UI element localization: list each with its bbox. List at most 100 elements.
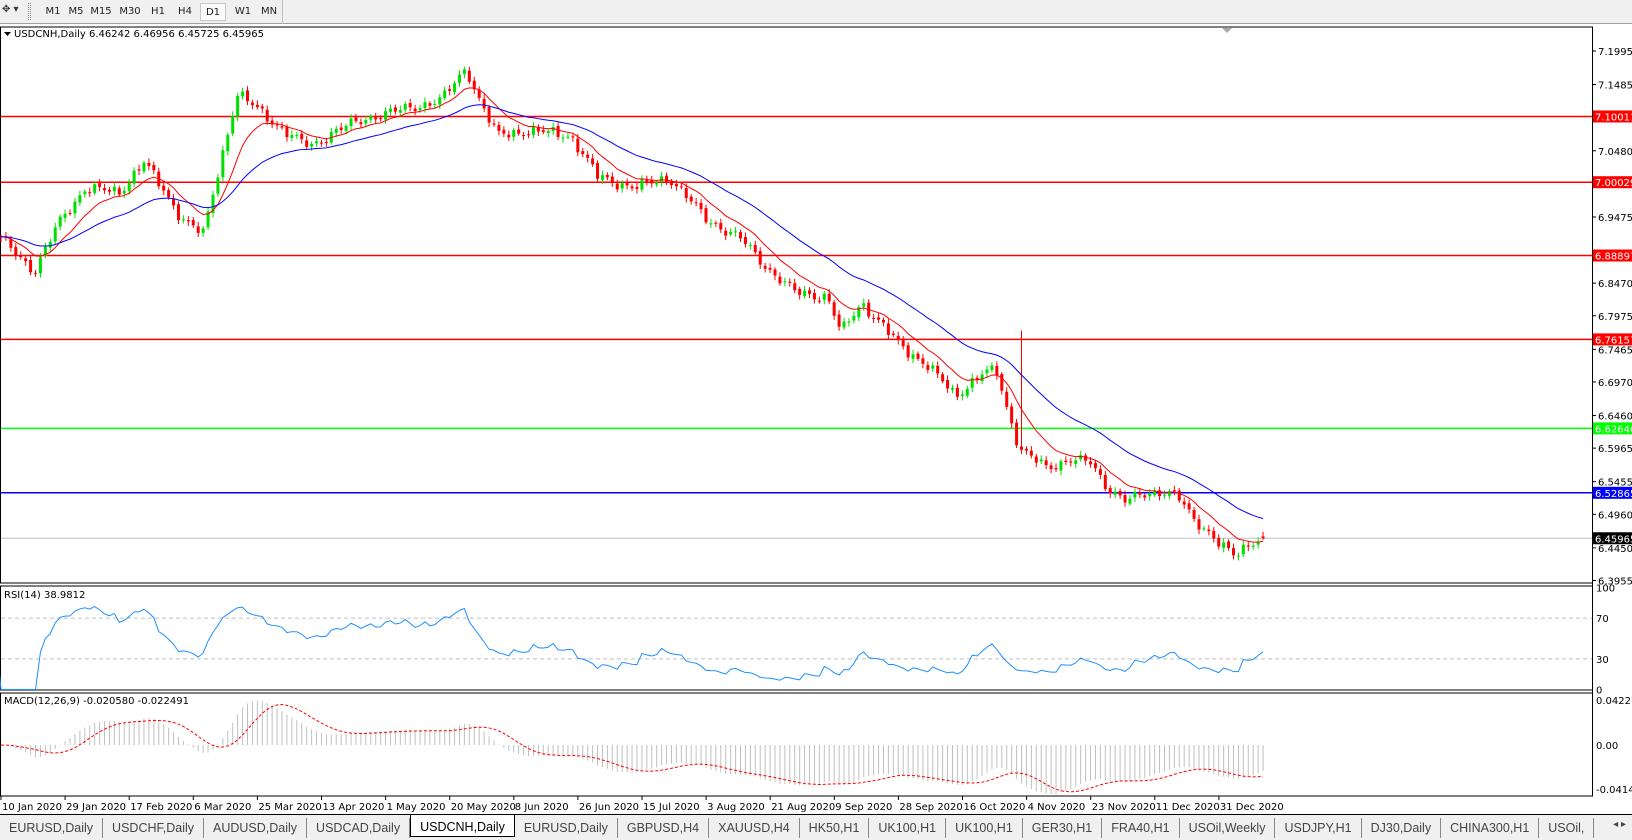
bear-candle [1187,503,1191,510]
chart-tab[interactable]: EURUSD,Daily [515,818,618,838]
bull-candle [748,245,752,247]
timeframe-m30[interactable]: M30 [119,6,141,17]
bull-candle [457,74,461,83]
timeframe-m1[interactable]: M1 [45,6,61,17]
price-axis-label: 6.59650 [1598,444,1632,455]
bull-candle [58,216,62,227]
bear-candle [1177,490,1181,501]
chart-window[interactable]: 7.19950 7.14850 7.04800 6.94750 6.84700 6.797… [0,24,1632,814]
timeframe-h4[interactable]: H4 [178,6,192,17]
bull-candle [960,394,964,396]
bull-candle [73,201,77,214]
level-price-label: 7.10011 [1595,112,1632,123]
date-axis-label: 26 Jun 2020 [579,802,639,813]
chart-tab[interactable]: USOil, [1539,818,1595,838]
bull-candle [226,134,230,152]
bear-candle [275,124,279,126]
bear-candle [354,117,358,121]
bull-candle [290,134,294,138]
bear-candle [448,89,452,91]
toolbar-dropdown-icon[interactable]: ✥ ▾ [2,4,19,15]
chart-tab[interactable]: USDJPY,H1 [1275,818,1362,838]
timeframe-w1[interactable]: W1 [234,6,252,17]
chart-tab[interactable]: XAUUSD,H4 [709,818,800,838]
bear-candle [1182,501,1186,505]
chart-tab[interactable]: CHINA300,H1 [1441,818,1540,838]
chart-tab[interactable]: UK100,H1 [869,818,947,838]
chart-tab[interactable]: USDCNH,Daily [410,815,515,837]
bear-candle [285,126,289,138]
date-axis-label: 8 Jun 2020 [515,802,569,813]
bull-candle [1074,460,1078,464]
bull-candle [783,281,787,283]
chart-tab[interactable]: USDCHF,Daily [103,818,204,838]
bear-candle [877,317,881,320]
bear-candle [596,162,600,179]
macd-axis-label: -0.04148 [1596,785,1632,796]
bear-candle [255,104,259,108]
bear-candle [926,365,930,370]
bear-candle [743,237,747,245]
price-axis-label: 7.04800 [1598,147,1632,158]
timeframe-h1[interactable]: H1 [151,6,165,17]
timeframe-d1[interactable]: D1 [200,3,226,21]
bear-candle [684,188,688,198]
bear-candle [1089,461,1093,465]
rsi-pane [0,585,1593,691]
timeframe-m15[interactable]: M15 [90,6,112,17]
bull-candle [1153,490,1157,495]
bear-candle [901,340,905,347]
chart-tab[interactable]: HK50,H1 [800,818,870,838]
chart-tab[interactable]: USDCAD,Daily [307,818,411,838]
chart-tab[interactable]: DJ30,Daily [1362,818,1442,838]
bear-candle [645,179,649,182]
bull-candle [1251,545,1255,547]
bear-candle [1217,537,1221,547]
price-axis-label: 6.44500 [1598,544,1632,555]
bear-candle [324,142,328,144]
bear-candle [941,374,945,382]
bull-candle [990,365,994,371]
bear-candle [536,127,540,132]
chart-tab[interactable]: USOil,Weekly [1180,818,1276,838]
bull-candle [1202,528,1206,530]
timeframe-mn[interactable]: MN [260,6,278,17]
bull-candle [433,103,437,105]
chart-tab[interactable]: GBPUSD,H4 [618,818,710,838]
bull-candle [1222,542,1226,548]
chart-tab[interactable]: FRA40,H1 [1102,818,1180,838]
bear-candle [1084,455,1088,461]
timeframe-m5[interactable]: M5 [68,6,84,17]
bear-candle [517,129,521,134]
bull-candle [63,213,67,218]
bear-candle [689,196,693,202]
date-axis-label: 4 Nov 2020 [1028,802,1086,813]
bear-candle [1197,519,1201,530]
rsi-axis-label: 70 [1596,614,1609,625]
bull-candle [48,241,52,248]
current-price-label: 6.45965 [1595,534,1632,545]
chart-tab[interactable]: EURUSD,Daily [0,818,104,838]
chart-tab[interactable]: GER30,H1 [1023,818,1103,838]
bear-candle [1172,490,1176,492]
bull-candle [546,131,550,134]
chart-tab[interactable]: AUDUSD,Daily [204,818,308,838]
bear-candle [137,169,141,171]
bear-candle [527,134,531,136]
bull-candle [822,293,826,300]
bull-candle [236,95,240,117]
bear-candle [147,162,151,167]
bear-candle [808,290,812,294]
bear-candle [753,245,757,253]
bull-candle [364,120,368,124]
bear-candle [167,190,171,198]
bear-candle [665,175,669,182]
tab-scroll-arrows[interactable]: ◂ ▸ [1613,819,1626,830]
bear-candle [270,120,274,125]
bull-candle [423,102,427,109]
toolbar-grip[interactable] [28,3,31,20]
bear-candle [472,80,476,90]
price-axis-label: 6.49600 [1598,510,1632,521]
chart-tab[interactable]: UK100,H1 [946,818,1023,838]
bull-candle [132,170,136,184]
